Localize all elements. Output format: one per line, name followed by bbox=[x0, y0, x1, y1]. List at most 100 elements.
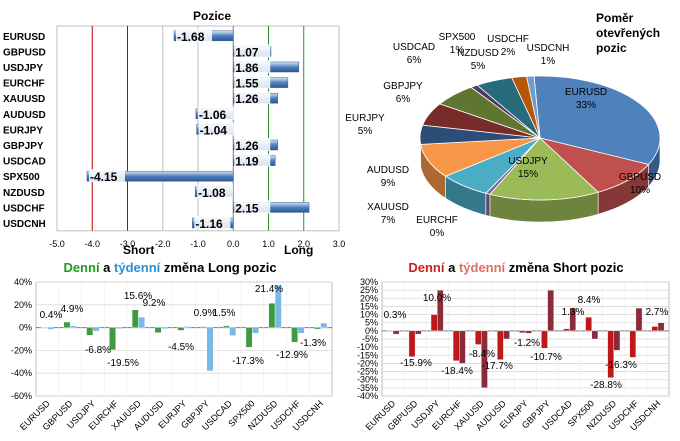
change-bar bbox=[525, 330, 532, 334]
change-ytick-label: -35% bbox=[357, 383, 378, 393]
change-bar bbox=[206, 327, 214, 372]
pie-label-pct: 6% bbox=[407, 55, 422, 66]
pie-label-pct: 1% bbox=[541, 56, 556, 67]
change-bar bbox=[635, 307, 643, 332]
change-bar bbox=[436, 289, 444, 332]
change-bar bbox=[245, 327, 253, 348]
change-data-label: 0.4% bbox=[40, 310, 63, 321]
pie-label-pct: 7% bbox=[381, 215, 396, 226]
positions-category-label: AUDUSD bbox=[3, 110, 46, 121]
change-bar bbox=[547, 289, 554, 332]
title-part: a bbox=[100, 260, 114, 275]
positions-category-label: EURUSD bbox=[3, 32, 45, 43]
pie-label-pct: 2% bbox=[501, 47, 516, 58]
change-bar bbox=[200, 326, 207, 328]
change-data-label: 8.4% bbox=[578, 295, 601, 306]
positions-value-label: -1.06 bbox=[199, 108, 227, 122]
title-part: Denní bbox=[63, 260, 100, 275]
positions-value-bg bbox=[234, 44, 271, 58]
title-part: změna Short pozic bbox=[505, 260, 623, 275]
change-data-label: 1.3% bbox=[562, 307, 585, 318]
change-bar bbox=[86, 327, 94, 336]
positions-value-bg bbox=[194, 216, 231, 229]
change-bar bbox=[297, 327, 305, 334]
change-data-label: 1.5% bbox=[213, 308, 236, 319]
change-bar bbox=[657, 322, 665, 332]
change-bar bbox=[131, 309, 139, 328]
pie-label-pct: 1% bbox=[450, 45, 465, 56]
positions-xtick-label: -2.0 bbox=[155, 239, 171, 249]
change-bar bbox=[591, 330, 599, 340]
change-bar bbox=[481, 330, 488, 389]
pie-label-pct: 5% bbox=[471, 61, 486, 72]
title-part: a bbox=[444, 260, 458, 275]
change-ytick-label: -10% bbox=[357, 342, 378, 352]
positions-value-bg bbox=[234, 75, 271, 89]
change-data-label: -1.3% bbox=[300, 338, 326, 349]
pie-label-name: EURCHF bbox=[416, 215, 458, 226]
positions-value-bg bbox=[234, 60, 271, 73]
positions-category-label: USDJPY bbox=[3, 63, 43, 74]
change-data-label: -17.3% bbox=[232, 356, 264, 367]
change-bar bbox=[497, 330, 504, 360]
short-change-chart: Denní a týdenní změna Short pozic30%25%2… bbox=[357, 260, 670, 433]
positions-value-bg bbox=[234, 91, 271, 105]
pie-label-pct: 0% bbox=[430, 228, 445, 239]
positions-chart: Pozice -5.0 -4.0 -3.0 -2.0 -1.0 0.0 1.0 2.0 3.0 Sh… bbox=[3, 9, 345, 257]
positions-xtick-label: 1.0 bbox=[262, 239, 275, 249]
change-bar bbox=[613, 330, 621, 351]
change-data-label: -10.7% bbox=[530, 352, 562, 363]
change-bar bbox=[109, 327, 116, 351]
positions-category-label: GBPUSD bbox=[3, 47, 46, 58]
change-bar bbox=[47, 327, 54, 330]
change-ytick-label: 0% bbox=[365, 326, 378, 336]
change-chart-title: Denní a týdenní změna Long pozic bbox=[63, 260, 276, 275]
change-plot-area bbox=[35, 281, 333, 397]
positions-value-label: -1.16 bbox=[195, 217, 223, 231]
pie-label-name: GBPJPY bbox=[383, 81, 423, 92]
positions-value-bg bbox=[197, 106, 234, 120]
change-bar bbox=[651, 326, 659, 332]
pie-label-name: NZDUSD bbox=[457, 48, 499, 59]
change-ytick-label: -60% bbox=[11, 391, 32, 401]
change-data-label: 21.4% bbox=[255, 284, 283, 295]
change-data-label: 4.9% bbox=[61, 304, 84, 315]
change-ytick-label: 10% bbox=[360, 310, 378, 320]
positions-value-label: 1.55 bbox=[235, 77, 259, 91]
positions-category-label: USDCAD bbox=[3, 157, 46, 168]
change-bar bbox=[563, 328, 570, 332]
change-bar bbox=[69, 325, 77, 328]
positions-value-label: -1.04 bbox=[200, 123, 228, 137]
change-ytick-label: -5% bbox=[362, 334, 378, 344]
change-data-label: -6.8% bbox=[85, 345, 111, 356]
change-bar bbox=[569, 307, 577, 332]
change-ytick-label: 15% bbox=[360, 301, 378, 311]
change-data-label: 0.3% bbox=[384, 310, 407, 321]
positions-value-label: 1.86 bbox=[235, 61, 259, 75]
positions-xtick-label: 3.0 bbox=[333, 239, 346, 249]
change-data-label: -18.4% bbox=[441, 366, 473, 377]
pie-label-name: EURUSD bbox=[565, 87, 607, 98]
long-change-chart: Denní a týdenní změna Long pozic 40% 20% 0%… bbox=[11, 260, 333, 433]
pie-slice bbox=[526, 75, 541, 139]
pie-label-pct: 9% bbox=[381, 178, 396, 189]
change-bar bbox=[274, 285, 282, 328]
pie-slice bbox=[489, 137, 599, 201]
pie-label-pct: 15% bbox=[518, 169, 538, 180]
pie-label-name: USDCAD bbox=[393, 42, 435, 53]
change-bar bbox=[222, 325, 230, 328]
change-ytick-label: -30% bbox=[357, 375, 378, 385]
change-bar bbox=[519, 330, 526, 334]
change-bar bbox=[40, 326, 48, 328]
change-ytick-label: 30% bbox=[360, 277, 378, 287]
change-bar bbox=[607, 330, 615, 378]
change-bar bbox=[138, 316, 146, 328]
change-data-label: -4.5% bbox=[168, 342, 194, 353]
positions-value-label: -1.08 bbox=[198, 186, 226, 200]
pie-label-pct: 10% bbox=[630, 185, 650, 196]
change-bar bbox=[314, 327, 321, 330]
pie-label-name: USDJPY bbox=[508, 156, 548, 167]
positions-category-label: USDCHF bbox=[3, 203, 45, 214]
